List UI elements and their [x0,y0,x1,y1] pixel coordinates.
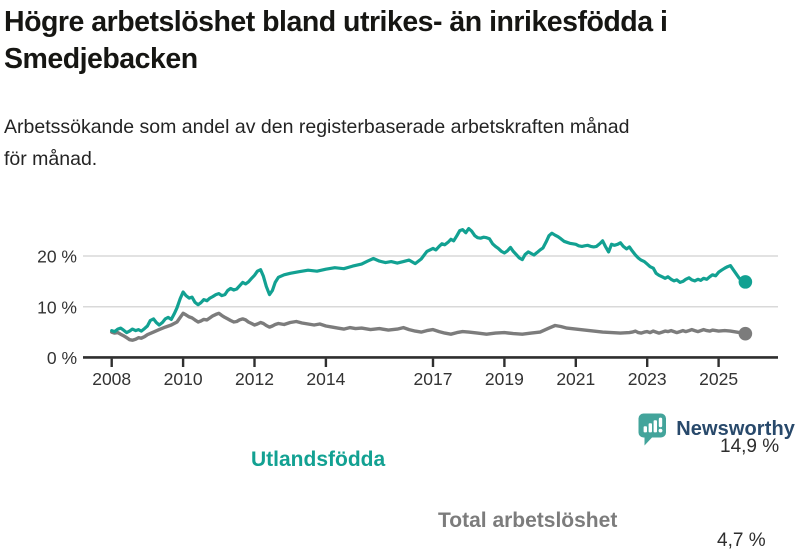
y-axis-tick-label: 0 % [47,348,77,368]
page-title: Högre arbetslöshet bland utrikes- än inr… [4,6,668,76]
x-axis-tick-label: 2014 [306,369,345,389]
series-label-utlandsfodda: Utlandsfödda [251,448,386,471]
newsworthy-wordmark: Newsworthy [676,418,795,440]
x-axis-tick-label: 2021 [556,369,595,389]
series-line-utlandsfodda [110,227,748,335]
series-label-total-arbetsloshet: Total arbetslöshet [438,509,618,532]
x-axis-tick-label: 2010 [164,369,203,389]
latest-value-total: 4,7 % [714,530,769,552]
bar-chart-speech-bubble-icon [638,413,667,446]
chart-page: Högre arbetslöshet bland utrikes- än inr… [0,6,800,552]
x-axis-tick-label: 2023 [628,369,667,389]
page-subtitle: Arbetssökande som andel av den registerb… [4,116,630,170]
series-end-dot-utlandsfodda [738,275,753,289]
newsworthy-logo[interactable]: Newsworthy [638,413,795,446]
x-axis-tick-label: 2012 [235,369,274,389]
series-line-total [109,311,748,342]
chart-canvas: 0 % 10 % 20 % 2008 2010 2012 2014 2017 2019 2021 2… [37,227,778,389]
x-axis-tick-label: 2017 [414,369,453,389]
x-axis-tick-label: 2008 [92,369,131,389]
x-axis-tick-label: 2025 [699,369,738,389]
x-axis-tick-label: 2019 [485,369,524,389]
y-axis-tick-label: 10 % [37,297,77,317]
series-end-dot-total [738,326,753,341]
unemployment-line-chart: 0 % 10 % 20 % 2008 2010 2012 2014 2017 2019 2021 2… [0,190,800,552]
y-axis-tick-label: 20 % [37,247,77,267]
